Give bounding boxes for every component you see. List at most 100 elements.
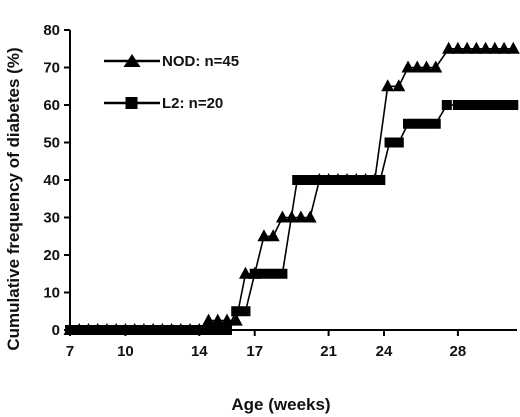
data-point-l2	[393, 137, 404, 148]
series-line-l2	[70, 104, 514, 331]
data-point-nod	[229, 313, 243, 326]
legend-square-marker	[125, 97, 138, 109]
data-point-l2	[65, 325, 75, 335]
chart-axes: 0 10 20 30 40 50 60 70 80 7 10 14 17 21 24 28	[43, 22, 517, 360]
data-point-nod	[410, 60, 424, 73]
data-point-l2	[240, 306, 251, 317]
data-point-l2	[222, 325, 233, 335]
data-point-l2	[319, 175, 330, 185]
data-point-nod	[479, 41, 493, 54]
data-point-l2	[249, 268, 260, 279]
data-point-nod	[419, 60, 433, 73]
legend-label-l2: L2: n=20	[162, 95, 223, 112]
data-point-l2	[347, 175, 358, 185]
data-point-l2	[421, 118, 432, 129]
data-point-nod	[497, 41, 511, 54]
y-tick-label: 40	[43, 172, 60, 189]
chart-legend: NOD: n=45 L2: n=20	[104, 53, 239, 112]
data-point-l2	[480, 100, 491, 110]
data-point-l2	[310, 175, 321, 185]
data-point-l2	[452, 100, 463, 110]
legend-label-nod: NOD: n=45	[162, 53, 239, 70]
data-point-l2	[441, 100, 452, 110]
x-tick-label: 21	[320, 343, 337, 360]
data-point-l2	[462, 100, 473, 110]
data-point-nod	[392, 79, 406, 92]
data-point-l2	[83, 325, 94, 335]
data-point-nod	[488, 41, 502, 54]
data-point-nod	[238, 266, 252, 279]
data-point-nod	[294, 210, 308, 223]
data-point-l2	[471, 100, 482, 110]
data-point-nod	[442, 41, 456, 54]
data-point-l2	[101, 325, 112, 335]
data-point-l2	[430, 118, 441, 129]
y-tick-label: 30	[43, 210, 60, 227]
data-point-l2	[92, 325, 103, 335]
data-point-nod	[266, 229, 280, 242]
data-point-nod	[303, 210, 317, 223]
data-point-l2	[194, 325, 205, 335]
data-point-nod	[202, 313, 216, 326]
data-point-nod	[460, 41, 474, 54]
series-nod	[63, 41, 520, 335]
data-point-l2	[292, 175, 303, 185]
data-point-l2	[212, 325, 223, 335]
data-point-l2	[412, 118, 423, 129]
data-point-l2	[508, 100, 519, 110]
x-tick-label: 14	[191, 343, 208, 360]
data-point-l2	[175, 325, 186, 335]
x-tick-label: 17	[246, 343, 263, 360]
data-point-l2	[489, 100, 500, 110]
data-point-nod	[211, 313, 225, 326]
data-point-l2	[148, 325, 159, 335]
series-l2	[65, 100, 519, 335]
data-point-nod	[469, 41, 483, 54]
data-point-l2	[384, 137, 395, 148]
data-point-nod	[401, 60, 415, 73]
x-tick-label: 7	[66, 343, 74, 360]
data-point-l2	[301, 175, 312, 185]
data-point-l2	[375, 175, 386, 185]
y-axis-title: Cumulative frequency of diabetes (%)	[4, 47, 23, 350]
chart-series	[63, 41, 520, 335]
data-point-l2	[203, 325, 214, 335]
x-tick-label: 10	[117, 343, 134, 360]
y-tick-label: 0	[52, 322, 60, 339]
data-point-nod	[429, 60, 443, 73]
y-tick-label: 50	[43, 135, 60, 152]
data-point-nod	[257, 229, 271, 242]
y-tick-label: 60	[43, 97, 60, 114]
data-point-l2	[120, 325, 131, 335]
data-point-l2	[338, 175, 349, 185]
x-tick-label: 24	[376, 343, 393, 360]
data-point-l2	[277, 268, 288, 279]
y-tick-label: 10	[43, 285, 60, 302]
legend-triangle-marker	[123, 54, 141, 67]
data-point-l2	[129, 325, 140, 335]
data-point-nod	[381, 79, 395, 92]
data-point-l2	[185, 325, 196, 335]
data-point-nod	[451, 41, 465, 54]
y-tick-label: 80	[43, 22, 60, 39]
data-point-l2	[74, 325, 85, 335]
series-line-nod	[70, 48, 514, 331]
data-point-l2	[366, 175, 377, 185]
data-point-l2	[329, 175, 340, 185]
data-point-l2	[111, 325, 122, 335]
data-point-l2	[403, 118, 414, 129]
data-point-l2	[268, 268, 279, 279]
data-point-nod	[275, 210, 289, 223]
x-tick-label: 28	[450, 343, 467, 360]
data-point-l2	[356, 175, 367, 185]
data-point-l2	[166, 325, 177, 335]
data-point-nod	[506, 41, 520, 54]
x-axis-title: Age (weeks)	[231, 395, 330, 414]
y-tick-label: 20	[43, 247, 60, 264]
data-point-l2	[138, 325, 149, 335]
data-point-l2	[499, 100, 510, 110]
data-point-l2	[258, 268, 269, 279]
data-point-l2	[231, 306, 242, 317]
y-tick-label: 70	[43, 60, 60, 77]
